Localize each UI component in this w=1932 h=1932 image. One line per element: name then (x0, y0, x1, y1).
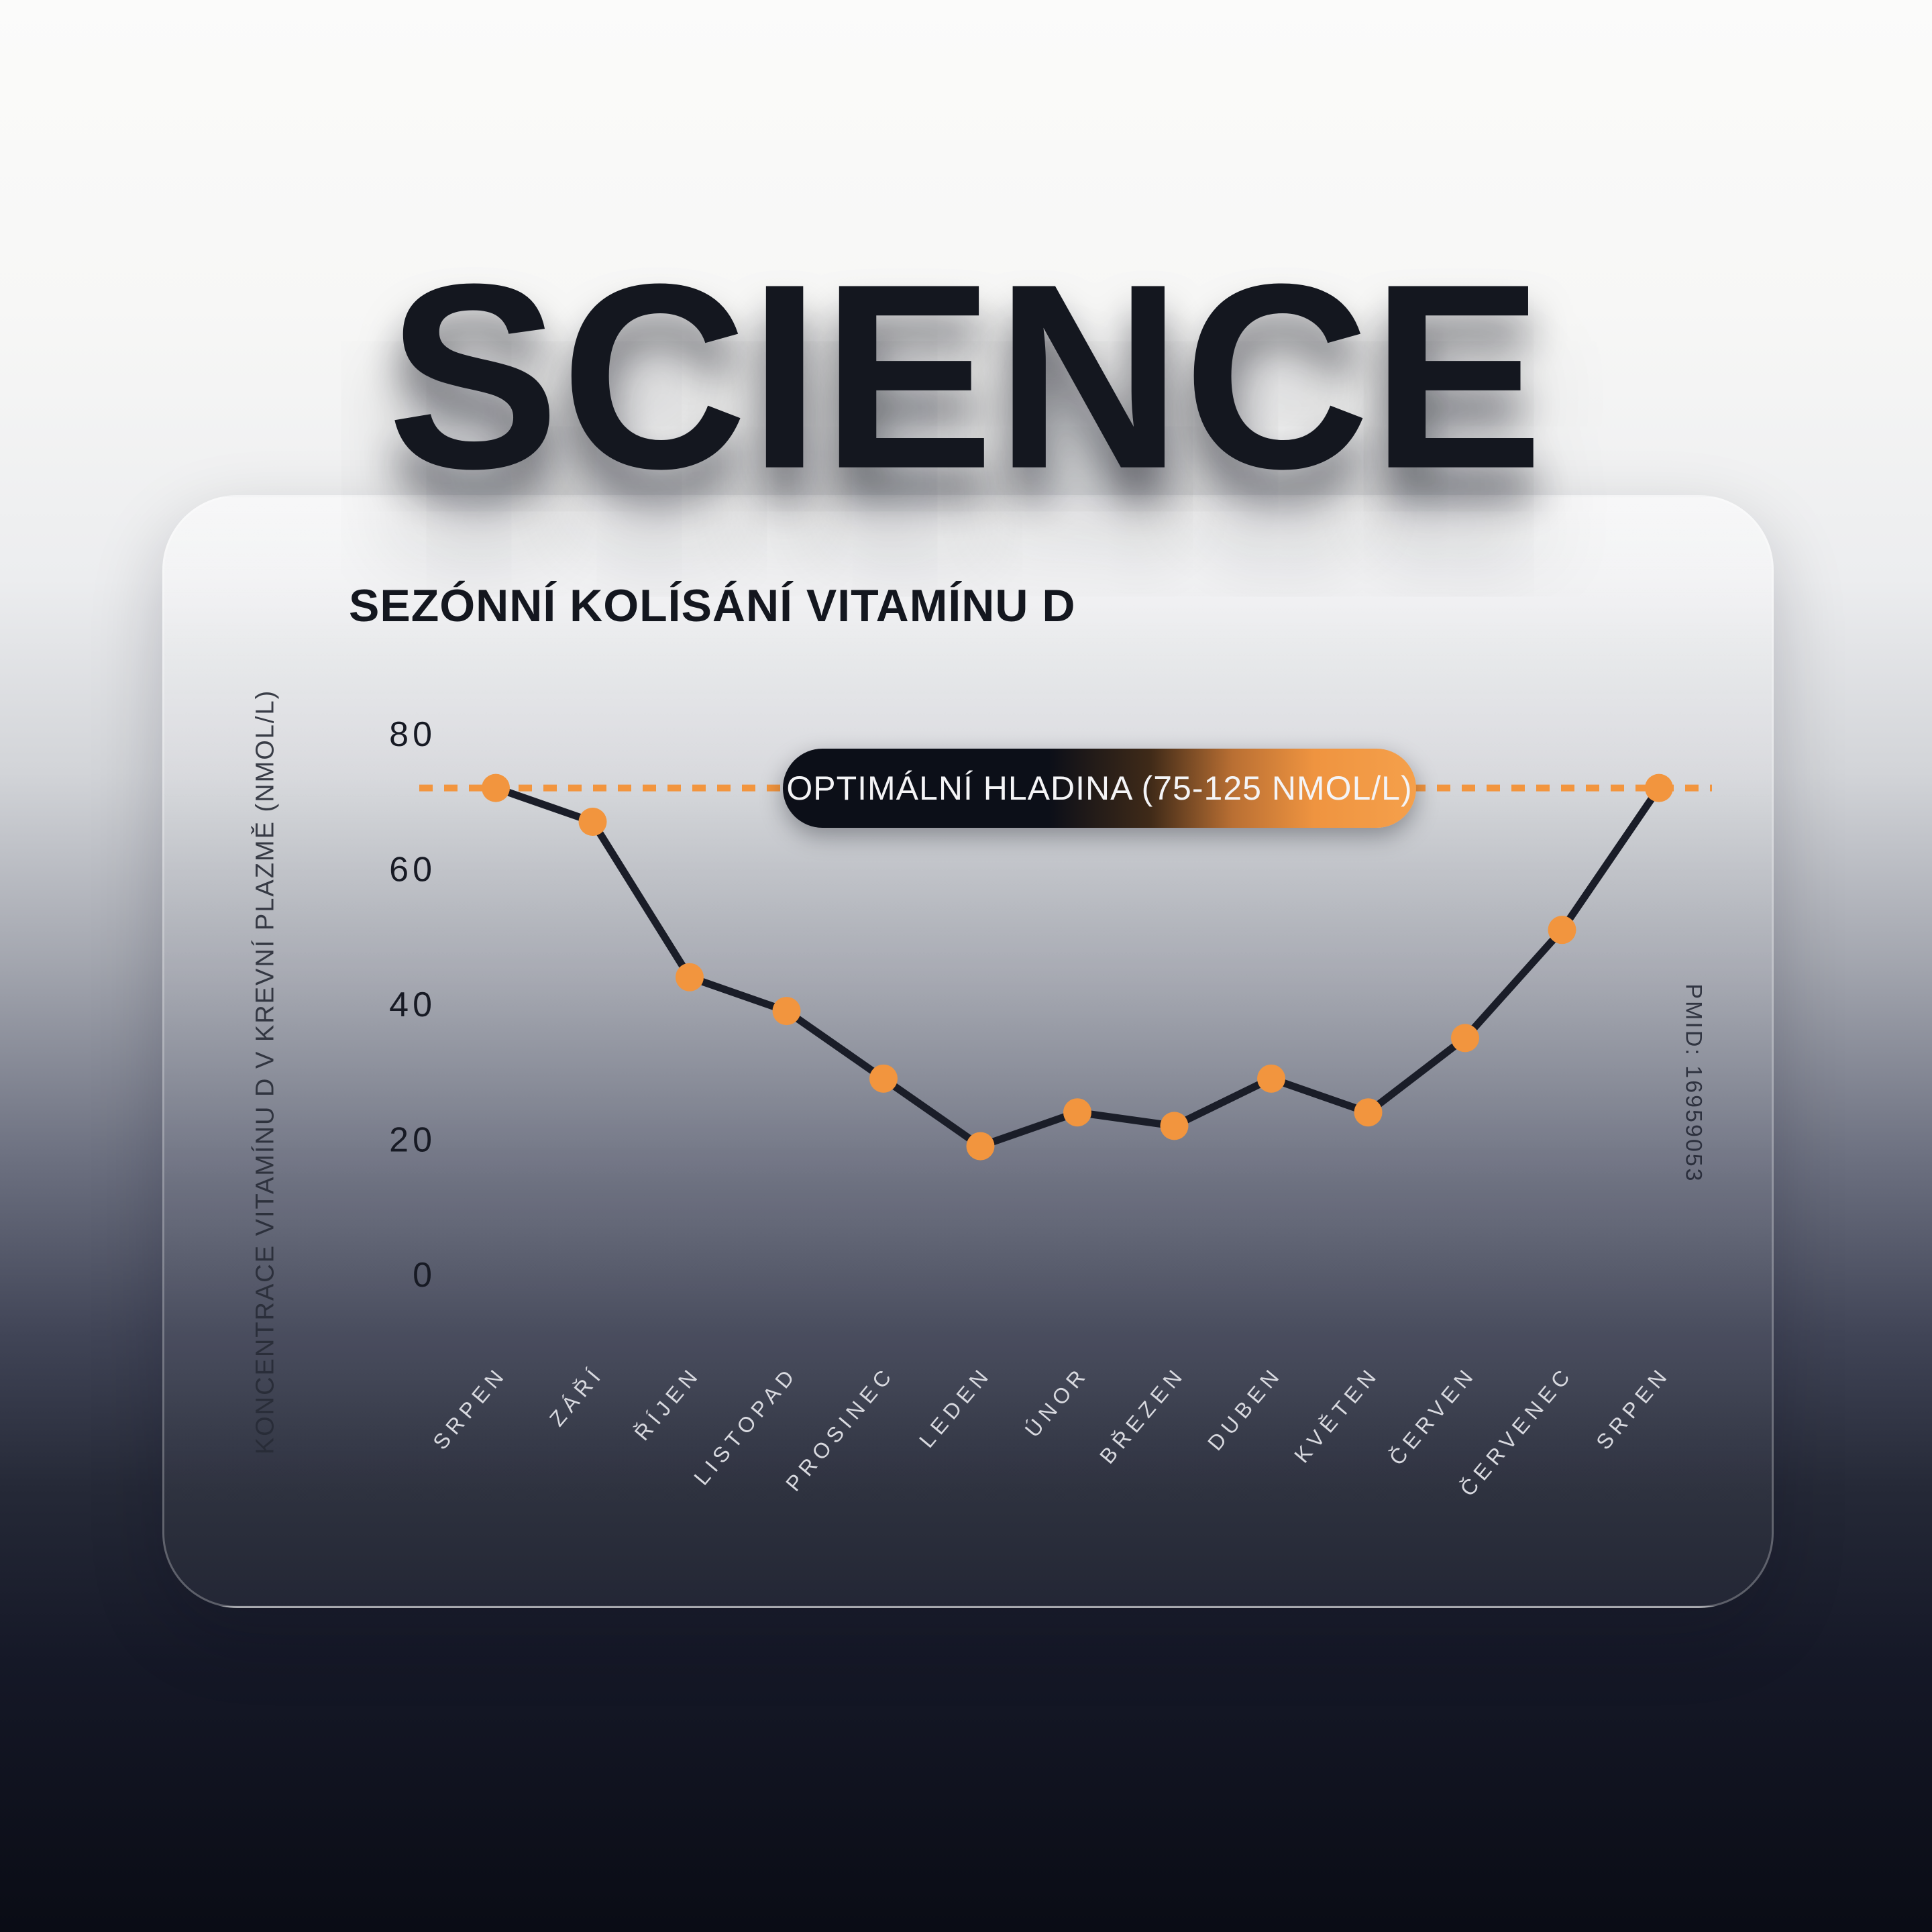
x-tick-label: LEDEN (914, 1361, 996, 1452)
x-tick-label: LISTOPAD (689, 1361, 802, 1489)
x-tick-label: ZÁŘÍ (545, 1361, 608, 1430)
data-point (578, 807, 607, 836)
y-tick-label: 40 (389, 985, 436, 1024)
chart-title: SEZÓNNÍ KOLÍSÁNÍ VITAMÍNU D (349, 580, 1076, 631)
data-point (676, 963, 704, 991)
data-point (966, 1132, 995, 1161)
x-tick-label: KVĚTEN (1289, 1361, 1384, 1467)
data-point (1645, 773, 1673, 802)
series-line (492, 784, 1663, 1150)
x-tick-label: BŘEZEN (1095, 1361, 1190, 1468)
data-point (1063, 1098, 1091, 1127)
data-point (1160, 1112, 1189, 1140)
science-headline: SCIENCE (387, 228, 1545, 524)
data-point (1548, 916, 1576, 945)
data-point (1451, 1024, 1479, 1053)
data-point (869, 1064, 898, 1093)
x-tick-label: SRPEN (428, 1361, 511, 1454)
data-point (772, 997, 801, 1026)
x-tick-label: SRPEN (1591, 1361, 1674, 1454)
data-point (1257, 1064, 1285, 1093)
y-tick-label: 20 (389, 1121, 436, 1160)
optimal-level-badge: OPTIMÁLNÍ HLADINA (75-125 NMOL/L) (783, 749, 1416, 828)
data-point (482, 773, 510, 802)
x-tick-label: DUBEN (1203, 1361, 1287, 1455)
x-tick-label: ÚNOR (1020, 1361, 1093, 1442)
y-tick-label: 60 (389, 851, 436, 890)
x-tick-label: ČERVEN (1385, 1361, 1481, 1470)
y-tick-label: 80 (389, 715, 436, 754)
data-point (1354, 1098, 1383, 1127)
x-tick-label: PROSINEC (781, 1361, 899, 1495)
x-tick-label: ŘÍJEN (630, 1361, 706, 1445)
y-tick-label: 0 (413, 1256, 436, 1295)
glass-chart-card (162, 495, 1774, 1608)
